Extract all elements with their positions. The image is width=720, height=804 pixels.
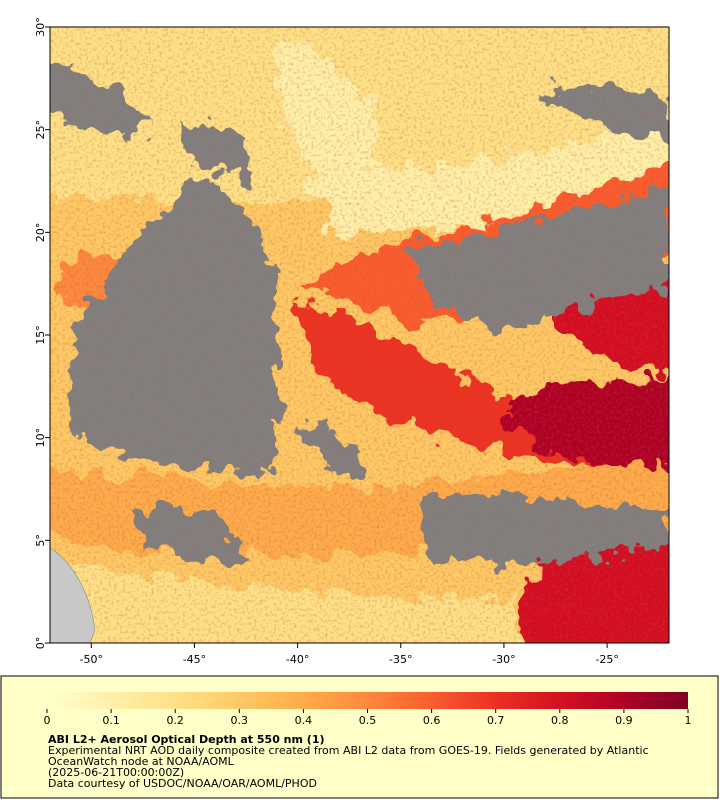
y-tick-label: 0°	[34, 637, 47, 650]
colorbar: 0 0.1 0.2 0.3 0.4 0.5 0.6 0.7 0.8 0.9 1	[44, 692, 692, 727]
colorbar-tick-label: 0.6	[423, 714, 441, 727]
x-tick-label: -25°	[595, 653, 618, 666]
y-tick-label: 20°	[34, 223, 47, 243]
caption-title: ABI L2+ Aerosol Optical Depth at 550 nm …	[48, 733, 325, 746]
y-tick-label: 25°	[34, 120, 47, 140]
colorbar-tick-label: 0.8	[551, 714, 569, 727]
x-tick-label: -35°	[389, 653, 412, 666]
y-tick-label: 15°	[34, 325, 47, 345]
colorbar-tick-label: 0.2	[166, 714, 184, 727]
y-tick-label: 30°	[34, 17, 47, 37]
colorbar-tick-label: 1	[685, 714, 692, 727]
colorbar-tick-label: 0.9	[615, 714, 633, 727]
caption-line: Data courtesy of USDOC/NOAA/OAR/AOML/PHO…	[48, 777, 317, 790]
caption-line: (2025-06-21T00:00:00Z)	[48, 766, 184, 779]
x-tick-label: -30°	[492, 653, 515, 666]
caption-line: OceanWatch node at NOAA/AOML	[48, 755, 235, 768]
colorbar-ramp	[47, 692, 688, 709]
colorbar-tick-label: 0.4	[295, 714, 313, 727]
x-tick-label: -50°	[80, 653, 103, 666]
y-tick-label: 5°	[34, 534, 47, 547]
colorbar-tick-label: 0	[44, 714, 51, 727]
y-tick-label: 10°	[34, 428, 47, 448]
x-tick-label: -45°	[183, 653, 206, 666]
colorbar-tick-label: 0.5	[359, 714, 377, 727]
x-tick-label: -40°	[286, 653, 309, 666]
axes: -50° -45° -40° -35° -30° -25° 0° 5° 10° 15° 20° 25°…	[34, 17, 619, 666]
caption-line: Experimental NRT AOD daily composite cre…	[48, 744, 649, 757]
colorbar-tick-label: 0.7	[487, 714, 505, 727]
colorbar-tick-label: 0.1	[102, 714, 120, 727]
colorbar-tick-label: 0.3	[231, 714, 249, 727]
aod-imagery	[50, 27, 669, 643]
